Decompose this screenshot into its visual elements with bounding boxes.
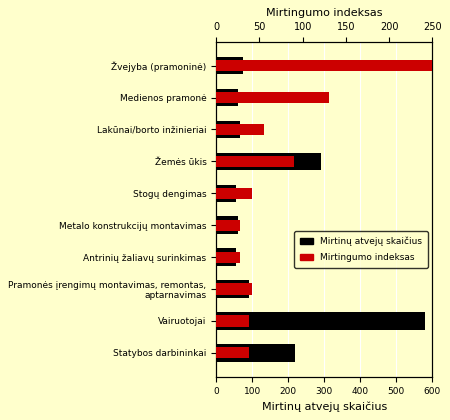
Bar: [216, 92, 328, 103]
Bar: [216, 89, 238, 106]
Bar: [216, 280, 248, 298]
Bar: [216, 312, 425, 330]
Bar: [216, 60, 450, 71]
Bar: [216, 121, 239, 138]
Bar: [216, 184, 236, 202]
Bar: [216, 347, 249, 358]
X-axis label: Mirtingumo indeksas: Mirtingumo indeksas: [266, 8, 382, 18]
Bar: [216, 216, 238, 234]
Bar: [216, 344, 296, 362]
Bar: [216, 57, 243, 74]
Bar: [216, 156, 294, 167]
Bar: [216, 248, 236, 266]
X-axis label: Mirtinų atvejų skaičius: Mirtinų atvejų skaičius: [261, 401, 387, 412]
Bar: [216, 252, 240, 262]
Bar: [216, 284, 252, 294]
Bar: [216, 152, 321, 170]
Bar: [216, 220, 240, 231]
Bar: [216, 188, 252, 199]
Legend: Mirtinų atvejų skaičius, Mirtingumo indeksas: Mirtinų atvejų skaičius, Mirtingumo inde…: [294, 231, 428, 268]
Bar: [216, 315, 249, 326]
Bar: [216, 124, 264, 135]
